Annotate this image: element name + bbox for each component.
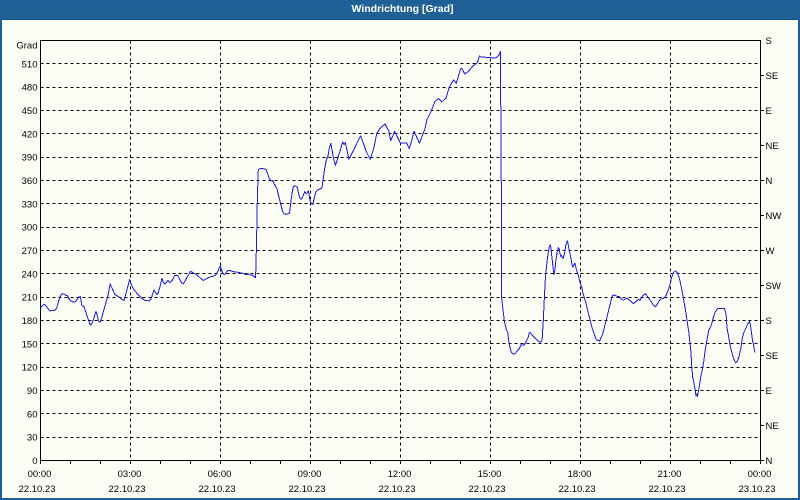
svg-text:03:00: 03:00 xyxy=(118,469,142,480)
svg-text:0: 0 xyxy=(32,456,37,467)
svg-text:360: 360 xyxy=(22,176,38,187)
svg-text:W: W xyxy=(766,246,775,257)
svg-text:22.10.23: 22.10.23 xyxy=(109,484,146,495)
svg-text:240: 240 xyxy=(22,269,38,280)
svg-text:E: E xyxy=(766,386,772,397)
svg-text:22.10.23: 22.10.23 xyxy=(649,484,686,495)
svg-text:120: 120 xyxy=(22,363,38,374)
svg-text:30: 30 xyxy=(27,433,38,444)
svg-text:NE: NE xyxy=(766,421,779,432)
svg-text:09:00: 09:00 xyxy=(298,469,322,480)
svg-text:SE: SE xyxy=(766,71,779,82)
svg-text:SE: SE xyxy=(766,351,779,362)
svg-text:450: 450 xyxy=(22,106,38,117)
svg-text:06:00: 06:00 xyxy=(208,469,232,480)
svg-text:N: N xyxy=(766,456,773,467)
svg-text:NE: NE xyxy=(766,141,779,152)
svg-text:NW: NW xyxy=(766,211,782,222)
svg-text:21:00: 21:00 xyxy=(658,469,682,480)
svg-text:S: S xyxy=(766,36,772,47)
svg-text:18:00: 18:00 xyxy=(568,469,592,480)
svg-text:SW: SW xyxy=(766,281,781,292)
svg-text:270: 270 xyxy=(22,246,38,257)
svg-text:210: 210 xyxy=(22,293,38,304)
svg-text:N: N xyxy=(766,176,773,187)
svg-text:22.10.23: 22.10.23 xyxy=(199,484,236,495)
svg-text:Grad: Grad xyxy=(16,41,37,52)
svg-text:12:00: 12:00 xyxy=(388,469,412,480)
svg-text:480: 480 xyxy=(22,83,38,94)
svg-text:420: 420 xyxy=(22,129,38,140)
svg-text:15:00: 15:00 xyxy=(478,469,502,480)
svg-text:180: 180 xyxy=(22,316,38,327)
svg-text:23.10.23: 23.10.23 xyxy=(739,484,776,495)
svg-text:510: 510 xyxy=(22,59,38,70)
svg-text:90: 90 xyxy=(27,386,38,397)
svg-text:22.10.23: 22.10.23 xyxy=(379,484,416,495)
svg-text:22.10.23: 22.10.23 xyxy=(559,484,596,495)
svg-text:300: 300 xyxy=(22,223,38,234)
svg-text:150: 150 xyxy=(22,339,38,350)
svg-text:00:00: 00:00 xyxy=(28,469,52,480)
svg-text:60: 60 xyxy=(27,409,38,420)
svg-text:390: 390 xyxy=(22,153,38,164)
svg-text:22.10.23: 22.10.23 xyxy=(469,484,506,495)
svg-text:E: E xyxy=(766,106,772,117)
svg-text:S: S xyxy=(766,316,772,327)
svg-text:22.10.23: 22.10.23 xyxy=(19,484,56,495)
svg-text:Windrichtung [Grad]: Windrichtung [Grad] xyxy=(352,3,454,15)
svg-text:330: 330 xyxy=(22,199,38,210)
svg-text:00:00: 00:00 xyxy=(748,469,772,480)
svg-text:22.10.23: 22.10.23 xyxy=(289,484,326,495)
